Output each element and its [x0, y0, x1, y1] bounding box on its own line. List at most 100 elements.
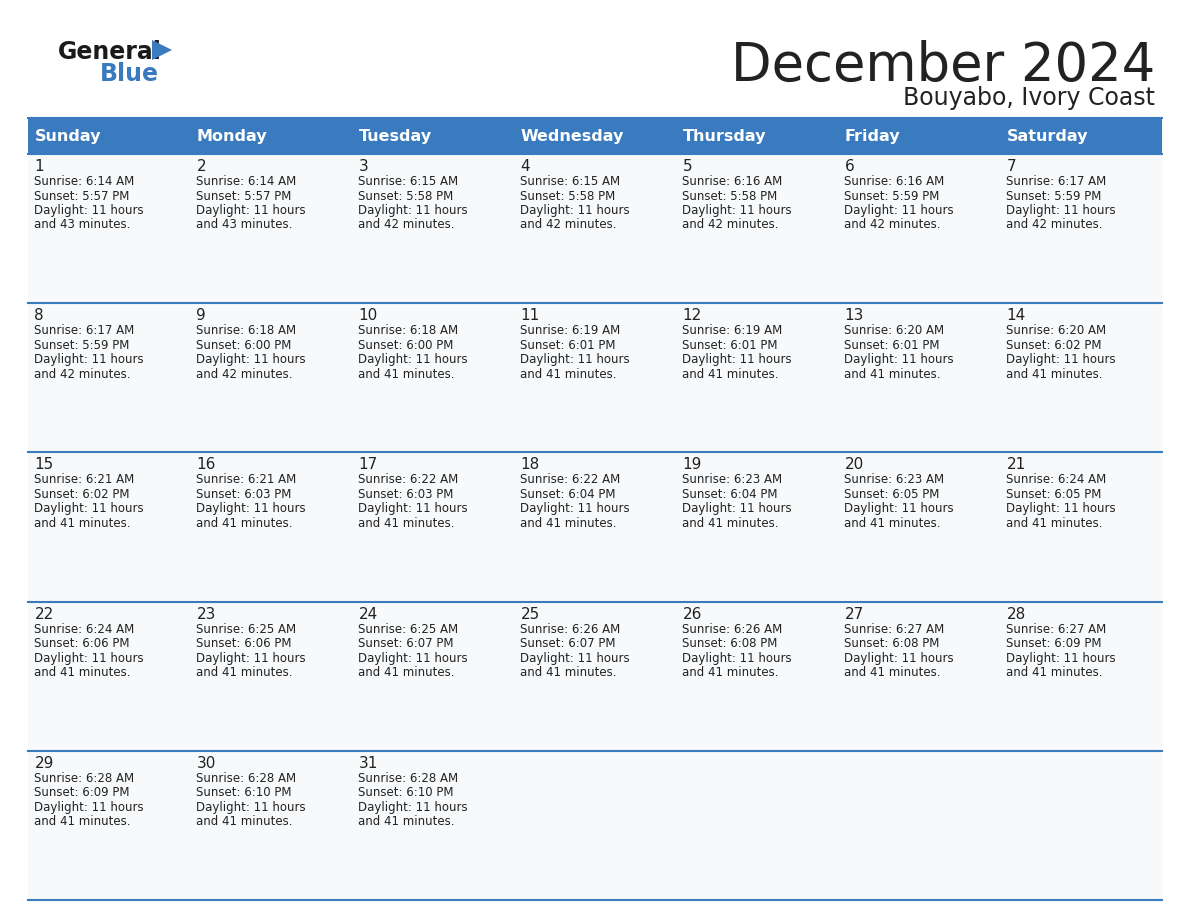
Text: 20: 20 — [845, 457, 864, 473]
Text: Sunrise: 6:21 AM: Sunrise: 6:21 AM — [34, 474, 134, 487]
Text: Sunrise: 6:26 AM: Sunrise: 6:26 AM — [682, 622, 783, 635]
Bar — [838, 601, 1000, 751]
Text: Bouyabo, Ivory Coast: Bouyabo, Ivory Coast — [903, 86, 1155, 110]
Text: Sunset: 5:58 PM: Sunset: 5:58 PM — [520, 189, 615, 203]
Text: Sunrise: 6:27 AM: Sunrise: 6:27 AM — [845, 622, 944, 635]
Text: Sunset: 6:09 PM: Sunset: 6:09 PM — [34, 787, 129, 800]
Bar — [190, 154, 352, 303]
Bar — [190, 303, 352, 453]
Bar — [514, 453, 676, 601]
Text: and 41 minutes.: and 41 minutes. — [845, 517, 941, 530]
Text: Sunrise: 6:28 AM: Sunrise: 6:28 AM — [196, 772, 297, 785]
Text: Daylight: 11 hours: Daylight: 11 hours — [1006, 652, 1116, 665]
Text: 21: 21 — [1006, 457, 1025, 473]
Text: Sunrise: 6:25 AM: Sunrise: 6:25 AM — [359, 622, 459, 635]
Text: 23: 23 — [196, 607, 216, 621]
Text: 22: 22 — [34, 607, 53, 621]
Text: Sunrise: 6:22 AM: Sunrise: 6:22 AM — [359, 474, 459, 487]
Text: Daylight: 11 hours: Daylight: 11 hours — [34, 800, 144, 813]
Text: Sunset: 5:58 PM: Sunset: 5:58 PM — [682, 189, 778, 203]
Bar — [514, 601, 676, 751]
Text: Daylight: 11 hours: Daylight: 11 hours — [682, 353, 792, 366]
Text: 18: 18 — [520, 457, 539, 473]
Text: 6: 6 — [845, 159, 854, 174]
Text: Sunrise: 6:18 AM: Sunrise: 6:18 AM — [196, 324, 297, 337]
Bar — [676, 751, 838, 900]
Text: Sunset: 6:01 PM: Sunset: 6:01 PM — [682, 339, 778, 352]
Text: and 41 minutes.: and 41 minutes. — [520, 368, 617, 381]
Text: and 41 minutes.: and 41 minutes. — [359, 517, 455, 530]
Bar — [29, 303, 190, 453]
Text: and 41 minutes.: and 41 minutes. — [520, 517, 617, 530]
Text: Daylight: 11 hours: Daylight: 11 hours — [682, 204, 792, 217]
Bar — [29, 751, 190, 900]
Text: Sunset: 6:06 PM: Sunset: 6:06 PM — [34, 637, 129, 650]
Text: and 41 minutes.: and 41 minutes. — [1006, 368, 1102, 381]
Text: 16: 16 — [196, 457, 216, 473]
Text: Sunset: 6:03 PM: Sunset: 6:03 PM — [196, 487, 292, 501]
Text: Daylight: 11 hours: Daylight: 11 hours — [359, 353, 468, 366]
Bar — [1000, 601, 1162, 751]
Text: and 41 minutes.: and 41 minutes. — [682, 368, 779, 381]
Text: Sunrise: 6:21 AM: Sunrise: 6:21 AM — [196, 474, 297, 487]
Text: 9: 9 — [196, 308, 207, 323]
Text: Daylight: 11 hours: Daylight: 11 hours — [1006, 353, 1116, 366]
Text: 31: 31 — [359, 756, 378, 771]
Text: Daylight: 11 hours: Daylight: 11 hours — [196, 204, 307, 217]
Text: Sunrise: 6:17 AM: Sunrise: 6:17 AM — [34, 324, 134, 337]
Text: Daylight: 11 hours: Daylight: 11 hours — [34, 204, 144, 217]
Text: and 41 minutes.: and 41 minutes. — [682, 666, 779, 679]
Bar — [29, 118, 1162, 154]
Text: Sunset: 5:59 PM: Sunset: 5:59 PM — [1006, 189, 1101, 203]
Text: Daylight: 11 hours: Daylight: 11 hours — [520, 502, 630, 515]
Text: and 41 minutes.: and 41 minutes. — [520, 666, 617, 679]
Text: 12: 12 — [682, 308, 702, 323]
Bar — [352, 601, 514, 751]
Text: Sunset: 6:05 PM: Sunset: 6:05 PM — [1006, 487, 1101, 501]
Text: 27: 27 — [845, 607, 864, 621]
Bar — [514, 154, 676, 303]
Text: Sunrise: 6:20 AM: Sunrise: 6:20 AM — [1006, 324, 1106, 337]
Text: Sunrise: 6:14 AM: Sunrise: 6:14 AM — [34, 175, 134, 188]
Text: Sunrise: 6:14 AM: Sunrise: 6:14 AM — [196, 175, 297, 188]
Text: Sunrise: 6:27 AM: Sunrise: 6:27 AM — [1006, 622, 1107, 635]
Text: and 41 minutes.: and 41 minutes. — [359, 815, 455, 828]
Text: and 43 minutes.: and 43 minutes. — [34, 218, 131, 231]
Bar — [352, 154, 514, 303]
Text: 17: 17 — [359, 457, 378, 473]
Text: and 41 minutes.: and 41 minutes. — [34, 815, 131, 828]
Text: 24: 24 — [359, 607, 378, 621]
Text: Thursday: Thursday — [682, 129, 766, 143]
Text: 25: 25 — [520, 607, 539, 621]
Bar — [676, 303, 838, 453]
Text: and 42 minutes.: and 42 minutes. — [845, 218, 941, 231]
Text: Sunrise: 6:20 AM: Sunrise: 6:20 AM — [845, 324, 944, 337]
Text: 4: 4 — [520, 159, 530, 174]
Text: and 42 minutes.: and 42 minutes. — [682, 218, 779, 231]
Text: Daylight: 11 hours: Daylight: 11 hours — [359, 800, 468, 813]
Text: 30: 30 — [196, 756, 216, 771]
Text: Sunset: 6:10 PM: Sunset: 6:10 PM — [196, 787, 292, 800]
Text: 2: 2 — [196, 159, 206, 174]
Text: Sunset: 6:02 PM: Sunset: 6:02 PM — [1006, 339, 1102, 352]
Text: 14: 14 — [1006, 308, 1025, 323]
Text: Sunset: 6:01 PM: Sunset: 6:01 PM — [520, 339, 617, 352]
Text: Sunrise: 6:15 AM: Sunrise: 6:15 AM — [520, 175, 620, 188]
Text: Sunset: 6:00 PM: Sunset: 6:00 PM — [359, 339, 454, 352]
Text: and 43 minutes.: and 43 minutes. — [196, 218, 293, 231]
Text: Sunset: 6:03 PM: Sunset: 6:03 PM — [359, 487, 454, 501]
Text: Sunset: 6:05 PM: Sunset: 6:05 PM — [845, 487, 940, 501]
Text: Sunday: Sunday — [34, 129, 101, 143]
Text: 15: 15 — [34, 457, 53, 473]
Text: Daylight: 11 hours: Daylight: 11 hours — [34, 502, 144, 515]
Text: and 41 minutes.: and 41 minutes. — [34, 517, 131, 530]
Text: Sunset: 5:59 PM: Sunset: 5:59 PM — [34, 339, 129, 352]
Text: 10: 10 — [359, 308, 378, 323]
Text: Sunset: 6:09 PM: Sunset: 6:09 PM — [1006, 637, 1102, 650]
Text: Daylight: 11 hours: Daylight: 11 hours — [845, 353, 954, 366]
Text: Daylight: 11 hours: Daylight: 11 hours — [34, 353, 144, 366]
Bar — [838, 453, 1000, 601]
Text: Sunset: 5:59 PM: Sunset: 5:59 PM — [845, 189, 940, 203]
Text: Sunset: 6:10 PM: Sunset: 6:10 PM — [359, 787, 454, 800]
Text: Sunrise: 6:19 AM: Sunrise: 6:19 AM — [682, 324, 783, 337]
